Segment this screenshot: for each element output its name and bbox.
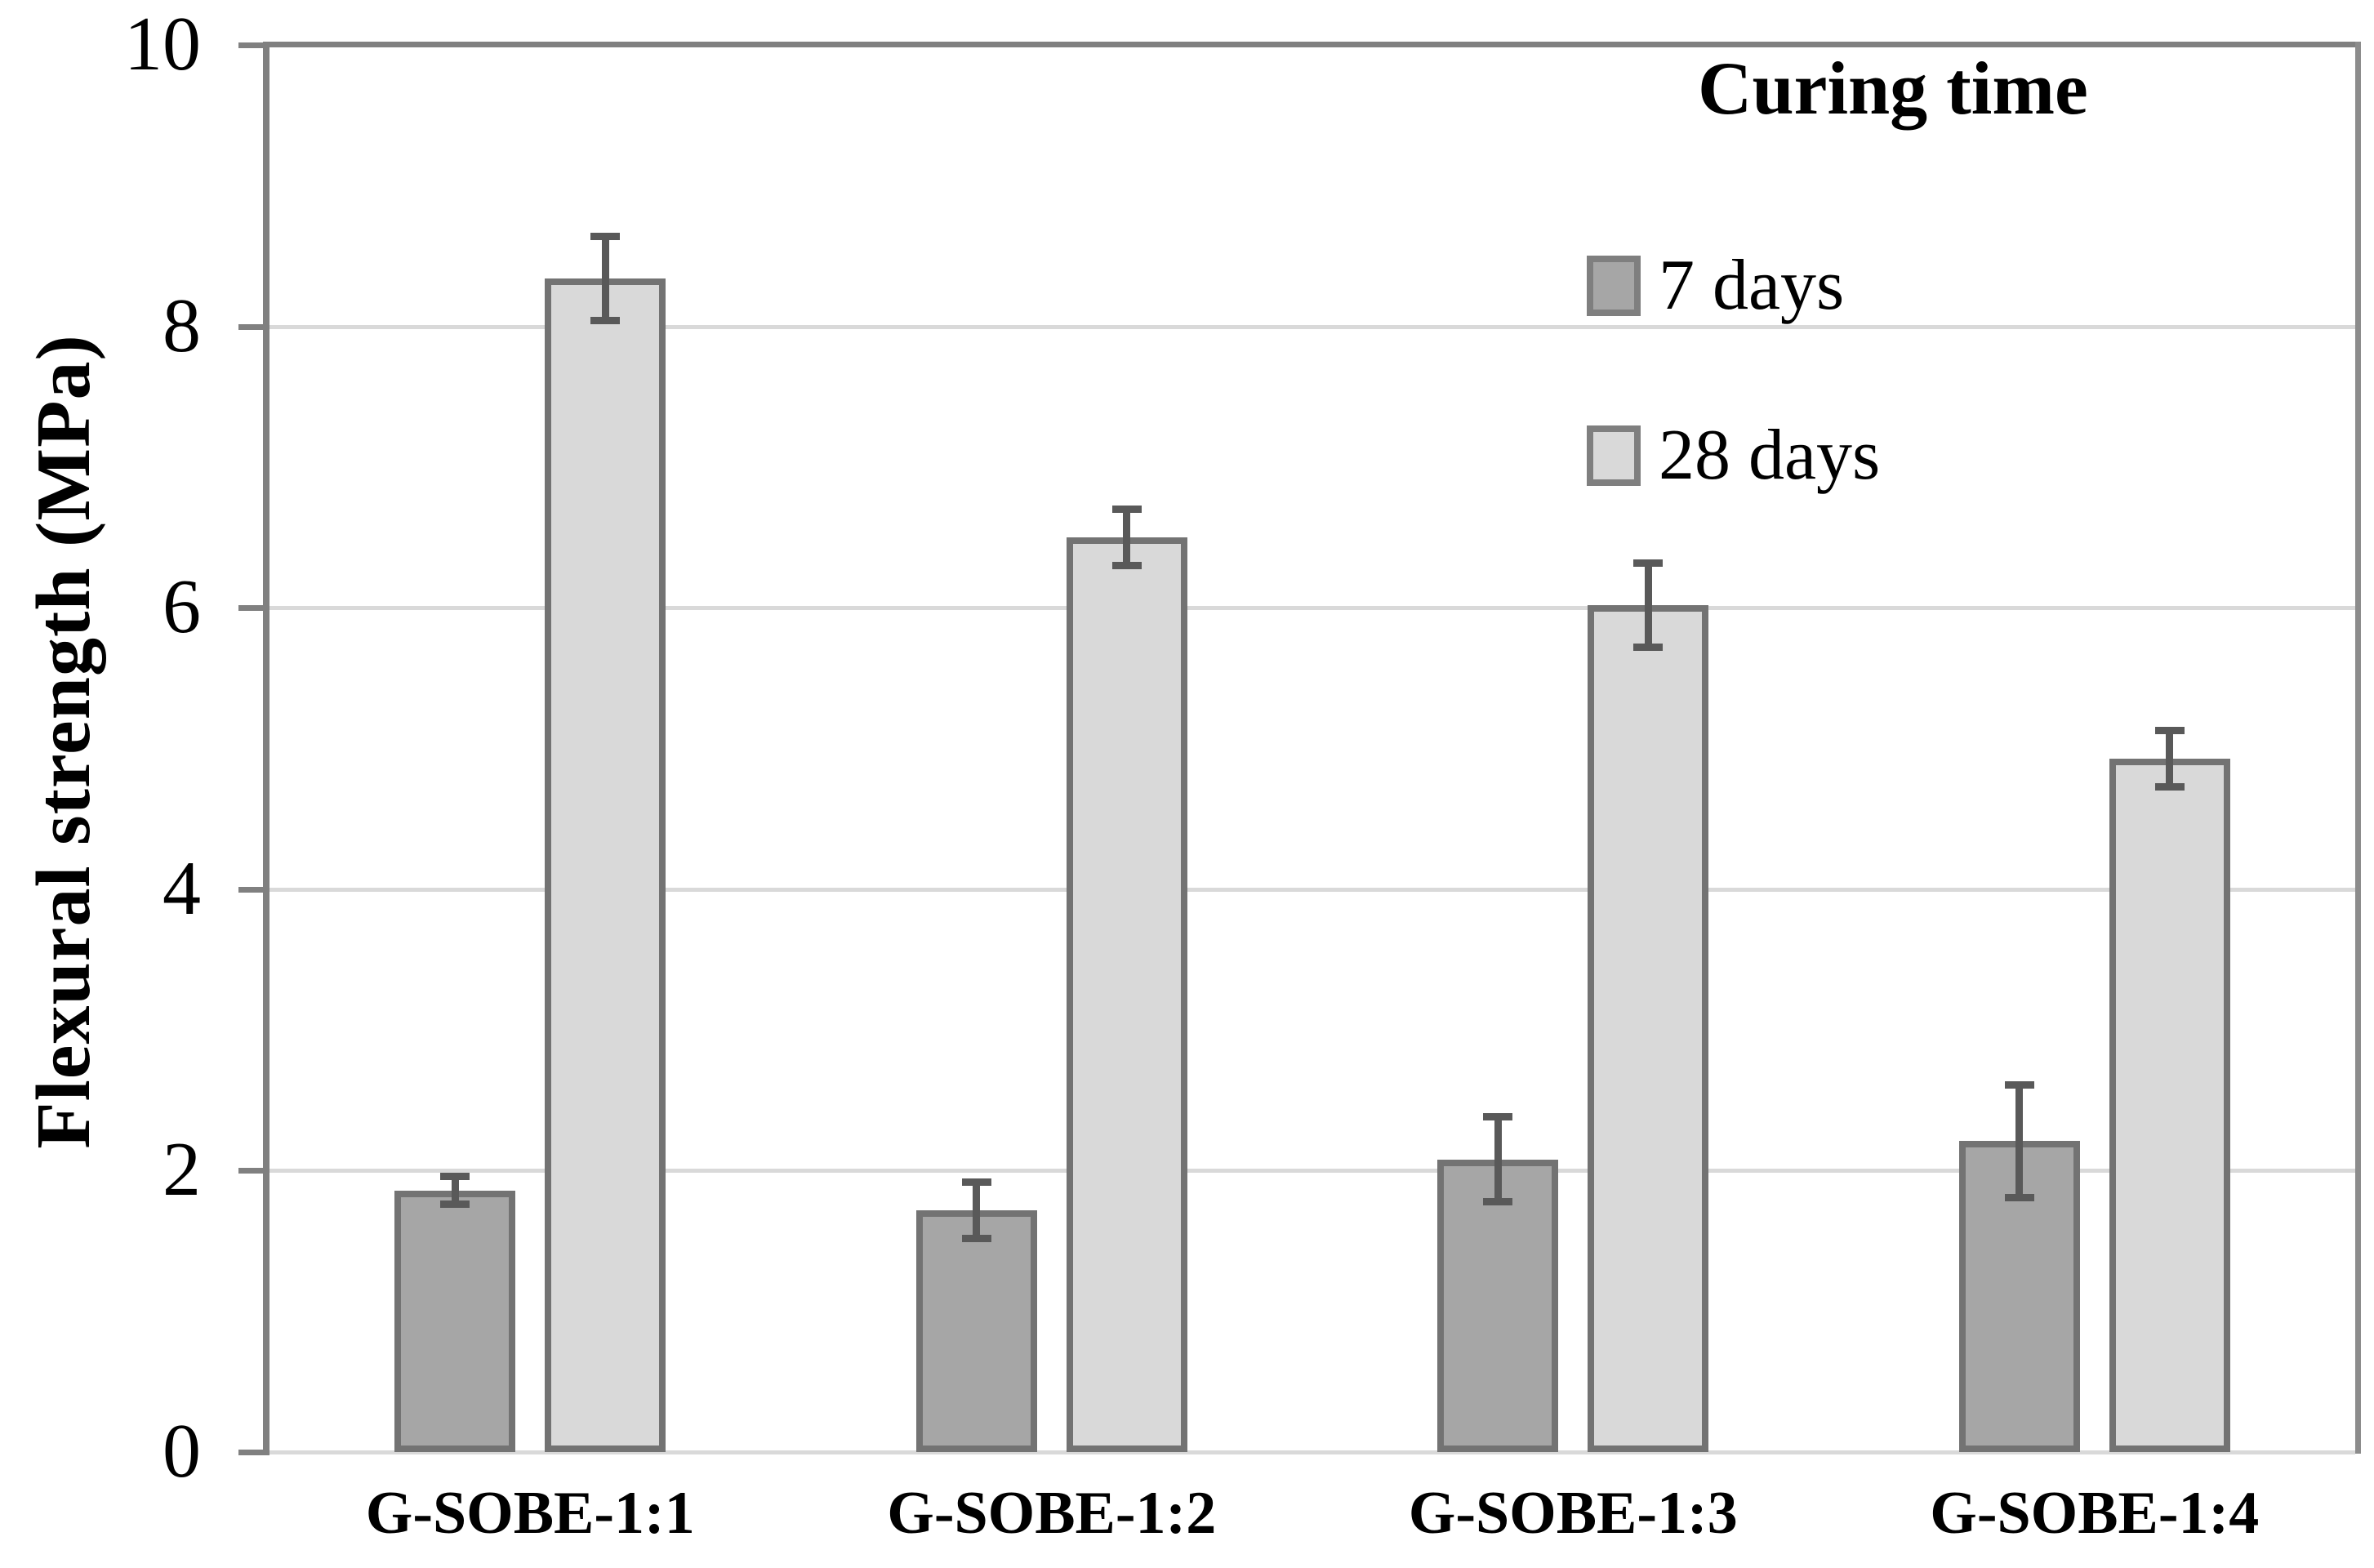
gridline-4 (269, 887, 2355, 892)
error-bar-28-days-g-sobe-1-1 (601, 236, 609, 321)
error-cap-bottom-28-days-g-sobe-1-2 (1111, 562, 1142, 569)
legend-swatch-28-days (1587, 425, 1641, 486)
y-axis-line (263, 42, 269, 1455)
gridline-8 (269, 324, 2355, 329)
error-cap-top-28-days-g-sobe-1-3 (1633, 559, 1664, 567)
bar-7-days-g-sobe-1-1 (394, 1190, 516, 1452)
error-cap-bottom-28-days-g-sobe-1-1 (590, 317, 621, 325)
y-tick-label-10: 10 (124, 2, 201, 87)
gridline-6 (269, 606, 2355, 611)
y-tick-4 (238, 886, 263, 893)
error-cap-bottom-28-days-g-sobe-1-4 (2154, 782, 2185, 791)
y-tick-6 (238, 605, 263, 612)
bar-28-days-g-sobe-1-3 (1588, 604, 1709, 1452)
bar-28-days-g-sobe-1-1 (545, 278, 666, 1452)
error-cap-top-7-days-g-sobe-1-1 (440, 1172, 470, 1180)
y-tick-10 (238, 42, 263, 48)
error-bar-28-days-g-sobe-1-3 (1644, 563, 1652, 648)
x-label-g-sobe-1-4: G-SOBE-1:4 (1930, 1480, 2260, 1547)
legend-label-28-days: 28 days (1659, 416, 1881, 495)
error-bar-7-days-g-sobe-1-4 (2015, 1085, 2024, 1198)
y-tick-label-0: 0 (163, 1409, 201, 1494)
error-cap-top-28-days-g-sobe-1-4 (2154, 726, 2185, 734)
bar-7-days-g-sobe-1-2 (915, 1209, 1037, 1452)
plot-right-border (2355, 42, 2361, 1454)
error-cap-bottom-7-days-g-sobe-1-1 (440, 1200, 470, 1209)
y-axis-title: Flexural strength (MPa) (21, 334, 106, 1149)
error-cap-bottom-7-days-g-sobe-1-3 (1483, 1197, 1513, 1205)
legend-swatch-7-days (1587, 256, 1641, 316)
plot-top-border (263, 42, 2361, 47)
error-cap-bottom-7-days-g-sobe-1-2 (961, 1234, 991, 1242)
error-cap-top-7-days-g-sobe-1-3 (1483, 1113, 1513, 1121)
y-tick-label-2: 2 (163, 1127, 201, 1213)
legend-item-28-days: 28 days (1587, 415, 1880, 497)
bar-28-days-g-sobe-1-2 (1066, 537, 1187, 1452)
error-cap-bottom-7-days-g-sobe-1-4 (2004, 1193, 2034, 1201)
error-cap-bottom-28-days-g-sobe-1-3 (1633, 643, 1664, 651)
y-tick-label-4: 4 (163, 845, 201, 931)
x-axis-baseline (269, 1450, 2355, 1454)
error-cap-top-28-days-g-sobe-1-1 (590, 232, 621, 240)
x-label-g-sobe-1-1: G-SOBE-1:1 (365, 1480, 695, 1547)
error-bar-7-days-g-sobe-1-1 (451, 1176, 459, 1205)
error-cap-top-7-days-g-sobe-1-2 (961, 1178, 991, 1186)
error-bar-7-days-g-sobe-1-2 (973, 1182, 981, 1239)
error-bar-28-days-g-sobe-1-4 (2166, 730, 2174, 786)
legend-title: Curing time (1698, 47, 2088, 130)
y-tick-2 (238, 1168, 263, 1174)
x-label-g-sobe-1-2: G-SOBE-1:2 (887, 1480, 1217, 1547)
error-bar-7-days-g-sobe-1-3 (1494, 1116, 1502, 1202)
legend-label-7-days: 7 days (1659, 246, 1845, 325)
bar-28-days-g-sobe-1-4 (2109, 758, 2230, 1452)
y-tick-0 (238, 1450, 263, 1455)
error-cap-top-7-days-g-sobe-1-4 (2004, 1080, 2034, 1089)
y-tick-label-6: 6 (163, 564, 201, 650)
x-label-g-sobe-1-3: G-SOBE-1:3 (1408, 1480, 1738, 1547)
y-tick-8 (238, 323, 263, 330)
y-tick-label-8: 8 (163, 283, 201, 368)
bar-7-days-g-sobe-1-3 (1437, 1159, 1559, 1452)
legend-item-7-days: 7 days (1587, 245, 1844, 327)
error-cap-top-28-days-g-sobe-1-2 (1111, 506, 1142, 514)
error-bar-28-days-g-sobe-1-2 (1123, 509, 1131, 566)
gridline-2 (269, 1169, 2355, 1174)
